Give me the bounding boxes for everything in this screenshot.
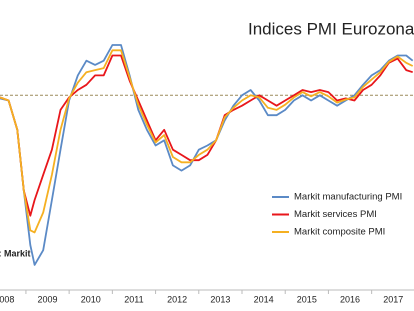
x-tick-label: 2016 — [340, 294, 360, 304]
x-tick-label: 2008 — [0, 294, 14, 304]
x-tick-label: 2012 — [167, 294, 187, 304]
legend-label: Markit composite PMI — [294, 227, 385, 238]
x-tick-label: 2010 — [81, 294, 101, 304]
series-line — [0, 54, 413, 217]
source-note: Source: Markit — [0, 248, 31, 258]
x-tick-label: 2017 — [383, 294, 403, 304]
chart-title: Indices PMI Eurozona — [248, 19, 414, 38]
series-line — [0, 44, 414, 266]
series-line — [0, 49, 414, 234]
x-tick-label: 2011 — [124, 294, 143, 304]
x-tick-label: 2015 — [297, 294, 317, 304]
legend-label: Markit manufacturing PMI — [294, 192, 402, 203]
legend-label: Markit services PMI — [294, 209, 377, 220]
x-tick-label: 2013 — [210, 294, 230, 304]
x-tick-label: 2009 — [38, 294, 58, 304]
x-tick-label: 2014 — [254, 294, 274, 304]
